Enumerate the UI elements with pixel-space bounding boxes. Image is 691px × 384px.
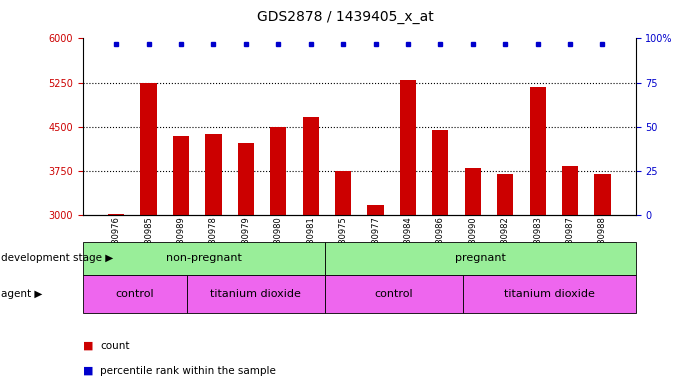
Bar [433, 130, 448, 215]
Text: pregnant: pregnant [455, 253, 506, 263]
Bar [140, 83, 157, 215]
Bar [464, 168, 481, 215]
Bar [400, 79, 416, 215]
Text: non-pregnant: non-pregnant [166, 253, 242, 263]
Bar [497, 174, 513, 215]
Bar [270, 127, 286, 215]
Bar [529, 87, 546, 215]
Bar [368, 205, 384, 215]
Text: count: count [100, 341, 130, 351]
Bar [238, 142, 254, 215]
Bar [562, 166, 578, 215]
Bar [303, 117, 319, 215]
Text: percentile rank within the sample: percentile rank within the sample [100, 366, 276, 376]
Bar [205, 134, 222, 215]
Text: control: control [115, 289, 154, 299]
Text: ■: ■ [83, 366, 93, 376]
Text: GDS2878 / 1439405_x_at: GDS2878 / 1439405_x_at [257, 10, 434, 23]
Text: titanium dioxide: titanium dioxide [504, 289, 595, 299]
Text: agent ▶: agent ▶ [1, 289, 43, 299]
Text: titanium dioxide: titanium dioxide [210, 289, 301, 299]
Text: ■: ■ [83, 341, 93, 351]
Text: development stage ▶: development stage ▶ [1, 253, 113, 263]
Text: control: control [375, 289, 413, 299]
Bar [173, 136, 189, 215]
Bar [108, 214, 124, 215]
Bar [335, 171, 351, 215]
Bar [594, 174, 611, 215]
